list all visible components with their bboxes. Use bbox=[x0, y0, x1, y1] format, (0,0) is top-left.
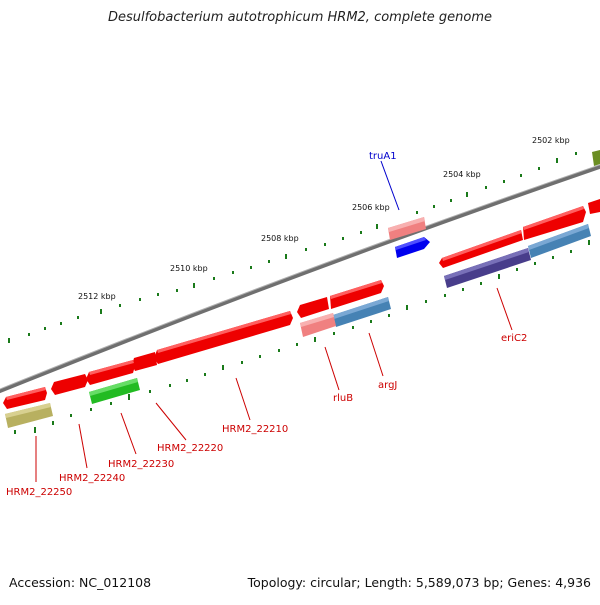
map-title: Desulfobacterium autotrophicum HRM2, com… bbox=[107, 10, 493, 25]
scale-ticks-lower bbox=[14, 240, 590, 434]
gene-feature[interactable] bbox=[395, 237, 430, 258]
gene-label-HRM2_22210[interactable]: HRM2_22210 bbox=[222, 424, 288, 435]
gene-label-HRM2_22250[interactable]: HRM2_22250 bbox=[6, 487, 72, 498]
gene-feature[interactable] bbox=[154, 311, 293, 364]
scale-label-2508: 2508 kbp bbox=[261, 234, 299, 243]
scale-label-2502: 2502 kbp bbox=[532, 136, 570, 145]
gene-label-truA1[interactable]: truA1 bbox=[369, 151, 397, 162]
genes-forward bbox=[3, 199, 600, 409]
gene-label-rluB[interactable]: rluB bbox=[333, 393, 353, 404]
genome-summary-text: Topology: circular; Length: 5,589,073 bp… bbox=[247, 575, 591, 590]
gene-feature[interactable] bbox=[132, 352, 157, 371]
genome-backbone bbox=[0, 164, 600, 394]
gene-label-HRM2_22220[interactable]: HRM2_22220 bbox=[157, 443, 223, 454]
accession-text: Accession: NC_012108 bbox=[9, 575, 152, 590]
scale-ticks-upper bbox=[8, 152, 577, 343]
gene-labels: truA1 eriC2 argJ rluB HRM2_22210 HRM2_22… bbox=[6, 151, 527, 498]
gene-label-HRM2_22230[interactable]: HRM2_22230 bbox=[108, 459, 174, 470]
scale-labels: 2502 kbp 2504 kbp 2506 kbp 2508 kbp 2510… bbox=[78, 136, 570, 301]
gene-label-eriC2[interactable]: eriC2 bbox=[501, 333, 527, 344]
gene-feature[interactable] bbox=[86, 360, 135, 385]
gene-feature[interactable] bbox=[523, 206, 586, 240]
gene-feature[interactable] bbox=[51, 374, 88, 395]
gene-feature[interactable] bbox=[297, 297, 329, 318]
genes-other bbox=[5, 150, 600, 428]
scale-label-2504: 2504 kbp bbox=[443, 170, 481, 179]
scale-label-2512: 2512 kbp bbox=[78, 292, 116, 301]
gene-feature[interactable] bbox=[330, 280, 384, 309]
scale-label-2506: 2506 kbp bbox=[352, 203, 390, 212]
gene-feature[interactable] bbox=[592, 150, 600, 166]
gene-label-HRM2_22240[interactable]: HRM2_22240 bbox=[59, 473, 125, 484]
gene-label-argJ[interactable]: argJ bbox=[378, 380, 397, 391]
scale-label-2510: 2510 kbp bbox=[170, 264, 208, 273]
label-leaders bbox=[35, 160, 513, 482]
gene-feature[interactable] bbox=[588, 199, 600, 214]
